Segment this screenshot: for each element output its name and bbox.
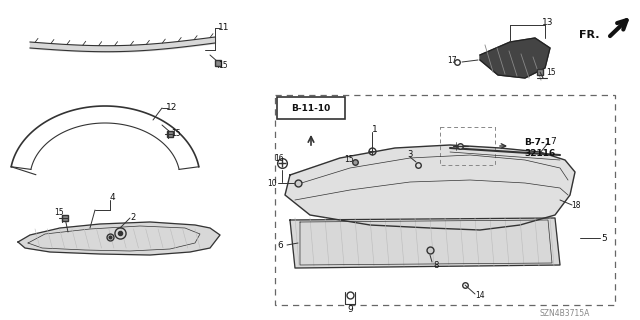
Polygon shape xyxy=(290,218,560,268)
Polygon shape xyxy=(480,38,550,78)
Text: 12: 12 xyxy=(166,102,178,111)
Text: 8: 8 xyxy=(433,260,438,269)
Text: FR.: FR. xyxy=(579,30,600,40)
Text: 7: 7 xyxy=(550,137,556,146)
Text: 14: 14 xyxy=(475,292,485,300)
Text: 1: 1 xyxy=(372,124,378,133)
Bar xyxy=(440,127,495,165)
Text: 32116: 32116 xyxy=(524,148,556,157)
Text: 2: 2 xyxy=(131,212,136,221)
Text: 15: 15 xyxy=(546,68,556,76)
Text: 15: 15 xyxy=(218,60,228,69)
Text: 16: 16 xyxy=(274,154,284,163)
Text: 15: 15 xyxy=(171,129,181,138)
Text: 17: 17 xyxy=(447,55,457,65)
Text: 15: 15 xyxy=(344,155,354,164)
Text: 11: 11 xyxy=(218,22,230,31)
Polygon shape xyxy=(18,222,220,255)
Bar xyxy=(275,95,615,305)
Text: B-11-10: B-11-10 xyxy=(291,103,331,113)
Text: 9: 9 xyxy=(347,306,353,315)
Polygon shape xyxy=(285,145,575,230)
Text: 10: 10 xyxy=(267,179,277,188)
Text: B-7-1: B-7-1 xyxy=(524,138,551,147)
Text: 4: 4 xyxy=(109,193,115,202)
Text: SZN4B3715A: SZN4B3715A xyxy=(540,309,590,318)
Bar xyxy=(277,97,345,119)
Text: 6: 6 xyxy=(277,241,283,250)
Text: 13: 13 xyxy=(542,18,554,27)
Text: 15: 15 xyxy=(54,207,64,217)
Text: 3: 3 xyxy=(407,149,413,158)
Text: 18: 18 xyxy=(572,201,580,210)
Text: 5: 5 xyxy=(601,234,607,243)
